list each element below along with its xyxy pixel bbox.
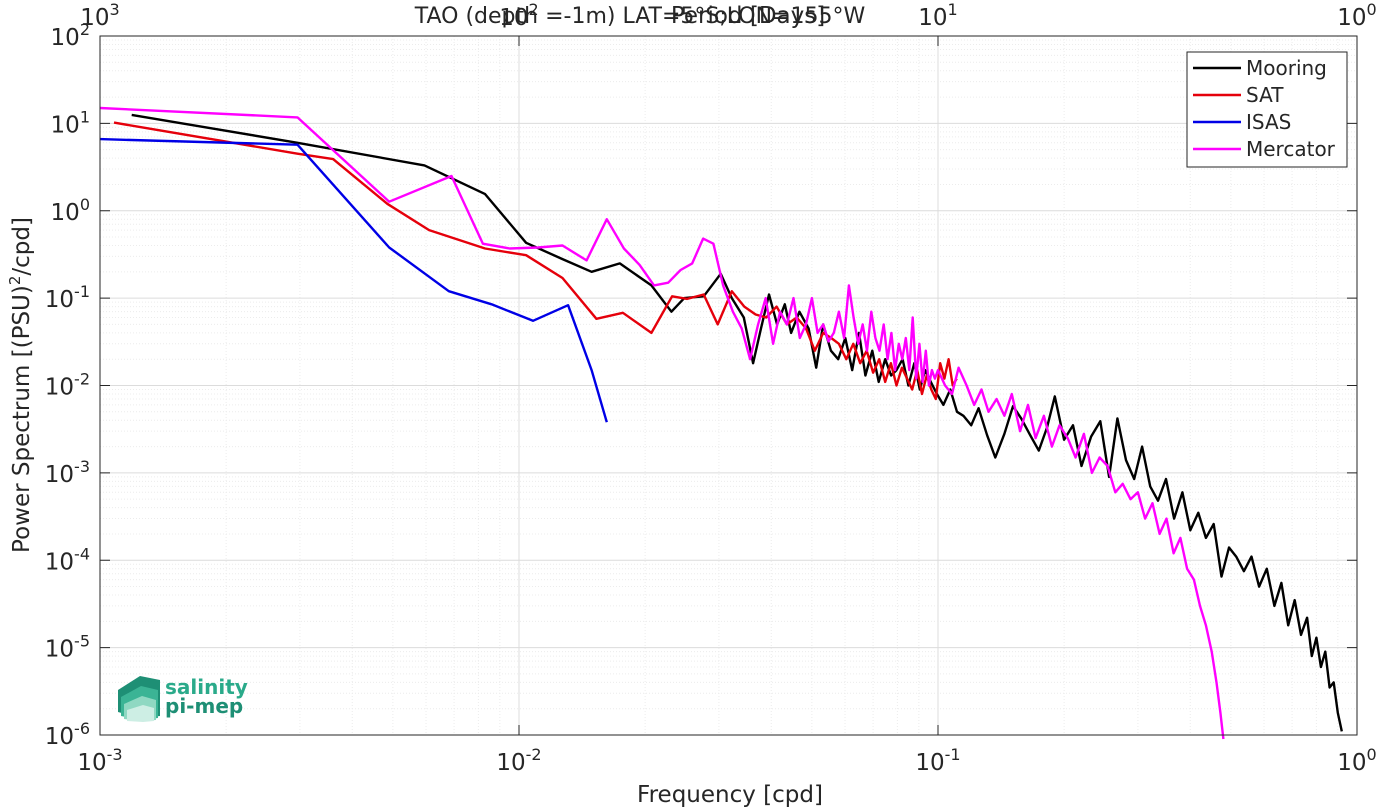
top-tick-label-base: 10 (1337, 5, 1366, 31)
x-tick-label-base: 10 (1337, 750, 1366, 776)
y-tick-label-exponent: -5 (74, 632, 90, 651)
legend-label-isas: ISAS (1246, 110, 1291, 134)
y-tick-label-exponent: 1 (80, 107, 90, 126)
y-tick-label-base: 10 (51, 112, 80, 138)
y-tick-label: 10-2 (45, 370, 90, 401)
y-tick-label-exponent: 2 (80, 20, 90, 39)
x-tick-label: 100 (1337, 745, 1376, 776)
y-tick-label-exponent: -1 (74, 282, 90, 301)
y-tick-label: 100 (51, 195, 90, 226)
top-tick-label: 103 (80, 0, 119, 31)
y-tick-label: 10-5 (45, 632, 90, 663)
y-tick-label: 10-3 (45, 457, 90, 488)
top-tick-label-exponent: 1 (948, 0, 958, 19)
y-tick-label-exponent: 0 (80, 195, 90, 214)
y-tick-label: 102 (51, 20, 90, 51)
y-axis-label-tail: /cpd] (9, 217, 35, 276)
top-tick-label-exponent: 3 (110, 0, 120, 19)
y-tick-label-base: 10 (45, 375, 74, 401)
top-tick-label-base: 10 (499, 5, 528, 31)
y-axis-label-exponent: 2 (6, 276, 24, 286)
y-tick-label-exponent: -4 (74, 544, 90, 563)
series-line-sat (113, 121, 958, 401)
y-axis-label-main: Power Spectrum [(PSU) (9, 285, 35, 553)
top-x-axis-label: Period [Days] (671, 3, 825, 29)
y-tick-label-base: 10 (45, 462, 74, 488)
x-tick-label-base: 10 (915, 750, 944, 776)
legend-label-mercator: Mercator (1246, 137, 1336, 161)
logo-text-pi-mep: pi-mep (165, 694, 243, 718)
y-tick-label: 10-1 (45, 282, 90, 313)
y-tick-label-base: 10 (45, 287, 74, 313)
x-tick-label-exponent: -3 (107, 745, 123, 764)
y-tick-label-base: 10 (45, 724, 74, 750)
x-tick-label: 10-1 (915, 745, 960, 776)
logo-emblem-icon (118, 676, 160, 722)
top-tick-label-exponent: 2 (529, 0, 539, 19)
y-tick-label-exponent: -2 (74, 370, 90, 389)
legend: Mooring SAT ISAS Mercator (1186, 51, 1348, 168)
y-tick-label-exponent: -3 (74, 457, 90, 476)
top-tick-label: 101 (918, 0, 957, 31)
top-tick-label: 102 (499, 0, 538, 31)
x-tick-label-base: 10 (77, 750, 106, 776)
logo-text-salinity: salinity (165, 675, 248, 699)
series-layer (99, 106, 1343, 740)
top-tick-label-exponent: 0 (1367, 0, 1377, 19)
x-tick-label-base: 10 (496, 750, 525, 776)
legend-label-sat: SAT (1246, 83, 1284, 107)
y-tick-label: 101 (51, 107, 90, 138)
y-tick-label-base: 10 (51, 200, 80, 226)
y-tick-label-base: 10 (45, 549, 74, 575)
y-tick-label-exponent: -6 (74, 719, 90, 738)
series-line-mercator (99, 106, 1225, 740)
y-tick-label-base: 10 (45, 637, 74, 663)
y-tick-label-base: 10 (51, 25, 80, 51)
legend-label-mooring: Mooring (1246, 56, 1327, 80)
top-tick-label-base: 10 (918, 5, 947, 31)
salinity-pi-mep-logo: salinity pi-mep (118, 675, 248, 722)
x-tick-label: 10-2 (496, 745, 541, 776)
x-tick-label: 10-3 (77, 745, 122, 776)
top-tick-label: 100 (1337, 0, 1376, 31)
series-line-mooring (131, 113, 1343, 732)
top-tick-label-base: 10 (80, 5, 109, 31)
x-tick-label-exponent: -2 (526, 745, 542, 764)
chart-title: TAO (depth =-1m) LAT=5°S;LON=155°W (414, 4, 866, 29)
x-axis-label: Frequency [cpd] (637, 782, 823, 808)
y-tick-label: 10-4 (45, 544, 90, 575)
y-axis-label: Power Spectrum [(PSU)2/cpd] (6, 217, 35, 553)
series-line-isas (99, 137, 608, 423)
grid (99, 36, 1357, 736)
x-tick-label-exponent: 0 (1367, 745, 1377, 764)
x-tick-label-exponent: -1 (945, 745, 961, 764)
y-tick-label: 10-6 (45, 719, 90, 750)
